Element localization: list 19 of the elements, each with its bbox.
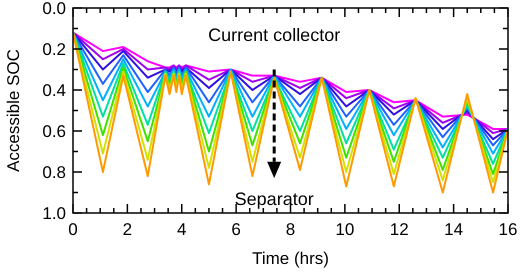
annotation: Separator: [234, 188, 314, 209]
x-tick-label: 0: [68, 220, 78, 239]
x-tick-label: 2: [122, 220, 132, 239]
y-tick-label: 0.0: [42, 0, 66, 18]
x-tick-label: 6: [231, 220, 241, 239]
x-tick-label: 4: [177, 220, 186, 239]
x-tick-label: 14: [444, 220, 464, 239]
y-tick-label: 0.6: [42, 122, 66, 141]
y-axis-title: Accessible SOC: [4, 49, 23, 172]
annotation: Current collector: [208, 24, 340, 45]
x-axis-title: Time (hrs): [252, 249, 329, 268]
y-tick-label: 0.4: [42, 80, 66, 100]
x-tick-label: 12: [390, 220, 409, 239]
y-tick-label: 0.2: [42, 40, 66, 59]
y-tick-label: 1.0: [42, 204, 66, 223]
x-tick-label: 8: [286, 220, 296, 239]
x-tick-label: 10: [335, 220, 354, 239]
x-tick-label: 16: [498, 220, 518, 239]
y-tick-label: 0.8: [42, 162, 66, 182]
